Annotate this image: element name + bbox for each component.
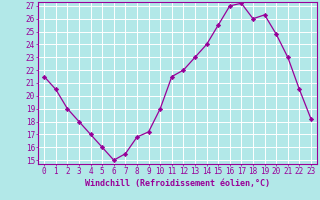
X-axis label: Windchill (Refroidissement éolien,°C): Windchill (Refroidissement éolien,°C) — [85, 179, 270, 188]
